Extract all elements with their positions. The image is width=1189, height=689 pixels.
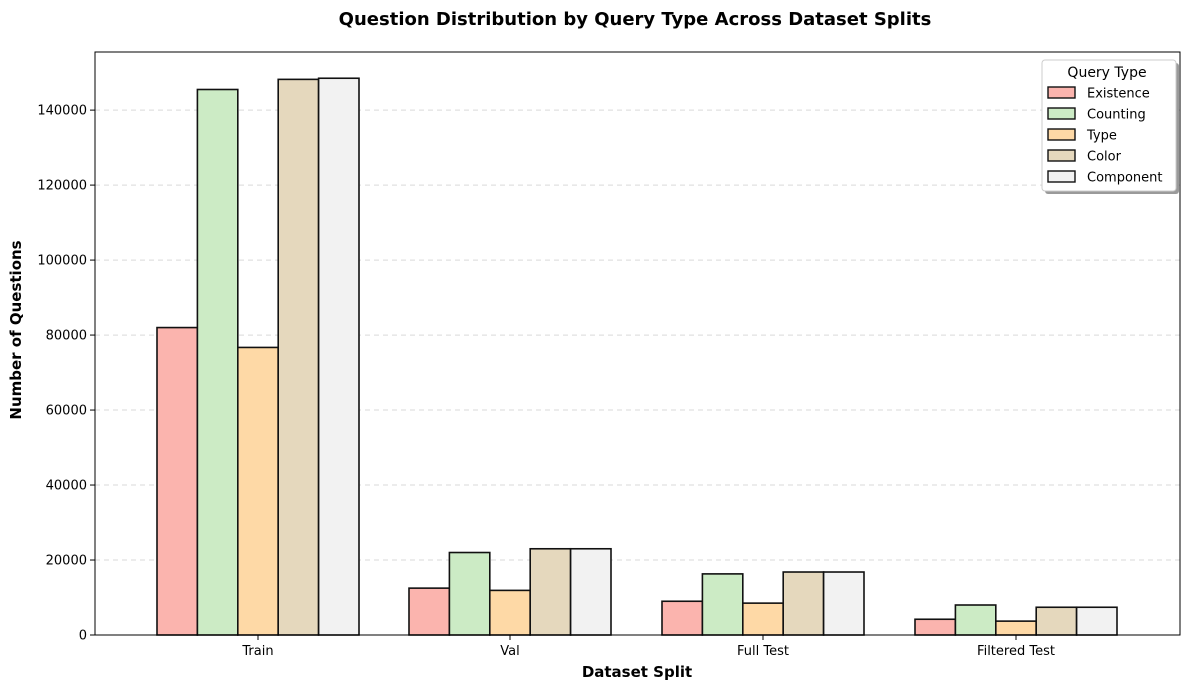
bars	[156, 77, 1118, 636]
legend-swatch	[1047, 149, 1076, 162]
bar-type-filtered-test	[994, 620, 1037, 636]
bar-component-filtered-test	[1075, 606, 1118, 636]
bar-existence-val	[408, 587, 451, 636]
plot-frame	[94, 51, 1181, 636]
legend-label: Color	[1087, 150, 1122, 165]
y-axis-label: Number of Questions	[7, 240, 25, 419]
y-tick-label: 140000	[37, 104, 87, 119]
y-tick-label: 120000	[37, 179, 87, 194]
legend: Query Type Existence Counting Type Color Com…	[1041, 59, 1179, 194]
bar-counting-filtered-test	[954, 604, 997, 636]
legend-label: Counting	[1087, 108, 1146, 123]
x-tick-label: Full Test	[737, 644, 789, 659]
bar-component-train	[317, 77, 360, 636]
bar-existence-full-test	[661, 600, 704, 636]
y-tick-label: 100000	[37, 254, 87, 269]
bar-color-filtered-test	[1035, 606, 1078, 636]
x-axis-ticks: Train Val Full Test Filtered Test	[241, 635, 1055, 659]
bar-type-val	[488, 589, 531, 636]
x-tick-label: Train	[241, 644, 273, 659]
y-tick-label: 40000	[46, 479, 87, 494]
bar-counting-val	[448, 551, 491, 636]
legend-label: Type	[1086, 129, 1117, 144]
bar-type-train	[237, 346, 280, 636]
x-tick-label: Filtered Test	[977, 644, 1055, 659]
bar-color-val	[529, 547, 572, 636]
y-tick-label: 0	[79, 629, 87, 644]
y-tick-label: 60000	[46, 404, 87, 419]
bar-existence-train	[156, 326, 199, 636]
legend-title: Query Type	[1067, 65, 1146, 81]
bar-counting-full-test	[701, 573, 744, 636]
chart-title: Question Distribution by Query Type Acro…	[339, 9, 932, 30]
bar-color-full-test	[782, 571, 825, 636]
x-tick-label: Val	[500, 644, 519, 659]
bar-existence-filtered-test	[914, 618, 957, 636]
legend-swatch	[1047, 128, 1076, 141]
x-axis-label: Dataset Split	[582, 663, 692, 681]
bar-type-full-test	[741, 602, 784, 636]
legend-swatch	[1047, 86, 1076, 99]
legend-label: Component	[1087, 171, 1162, 186]
y-tick-label: 80000	[46, 329, 87, 344]
legend-swatch	[1047, 170, 1076, 183]
legend-label: Existence	[1087, 87, 1150, 102]
bar-color-train	[277, 78, 320, 636]
bar-component-full-test	[822, 571, 865, 636]
bar-counting-train	[196, 88, 239, 636]
legend-swatch	[1047, 107, 1076, 120]
bar-component-val	[569, 547, 612, 636]
y-axis-ticks: 0 20000 40000 60000 80000 100000 120000 140000	[37, 104, 95, 644]
y-tick-label: 20000	[46, 554, 87, 569]
